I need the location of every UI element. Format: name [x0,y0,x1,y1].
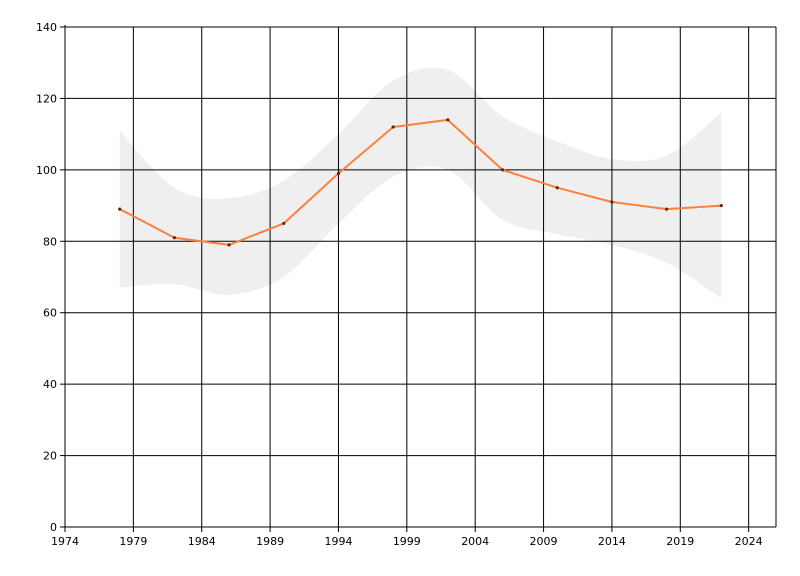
data-point [118,207,122,211]
y-tick-label: 20 [43,450,57,463]
y-tick-label: 80 [43,235,57,248]
data-point [227,243,231,247]
y-tick-label: 60 [43,307,57,320]
data-point [172,236,176,240]
y-tick-label: 40 [43,378,57,391]
y-tick-label: 120 [36,92,57,105]
y-tick-label: 100 [36,164,57,177]
data-point [665,207,669,211]
x-tick-label: 2019 [666,535,694,548]
confidence-band-layer [119,67,722,299]
data-point [610,200,614,204]
data-point [336,171,341,176]
x-tick-label: 1999 [393,535,421,548]
gridlines [65,26,777,527]
axes [60,25,776,532]
x-tick-label: 1994 [324,535,352,548]
x-tick-label: 2024 [735,535,763,548]
x-tick-label: 1989 [256,535,284,548]
data-point [391,125,395,129]
tick-labels: 0 20 40 60 80 100 120 140 1974 1979 1984 1989 1994 19… [36,21,763,548]
x-tick-label: 2009 [530,535,558,548]
y-tick-label: 0 [50,521,57,534]
data-point [500,168,505,172]
data-point [282,221,286,226]
y-tick-label: 140 [36,21,57,34]
data-point [446,118,450,122]
x-tick-label: 1979 [119,535,147,548]
confidence-band [119,67,722,299]
x-tick-label: 1984 [188,535,216,548]
x-tick-label: 2004 [461,535,489,548]
series-line [119,118,722,246]
series-layer [118,118,723,247]
data-point [719,203,723,208]
x-tick-label: 1974 [51,535,79,548]
data-point [555,186,559,190]
x-tick-label: 2014 [598,535,626,548]
